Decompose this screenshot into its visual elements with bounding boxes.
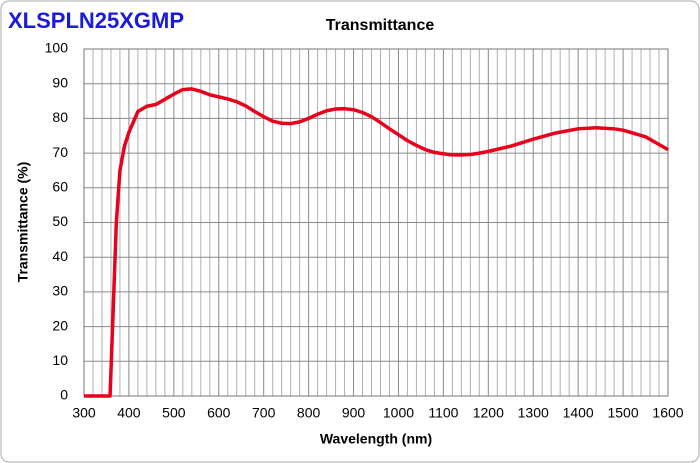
brand-label: XLSPLN25XGMP bbox=[8, 8, 184, 33]
y-tick-label: 100 bbox=[45, 40, 69, 56]
x-tick-label: 900 bbox=[342, 405, 366, 421]
x-tick-label: 1000 bbox=[383, 405, 414, 421]
x-tick-label: 500 bbox=[162, 405, 186, 421]
x-tick-label: 400 bbox=[117, 405, 141, 421]
y-tick-label: 30 bbox=[52, 283, 68, 299]
x-tick-label: 700 bbox=[252, 405, 276, 421]
y-tick-label: 80 bbox=[52, 109, 68, 125]
x-axis-label: Wavelength (nm) bbox=[320, 431, 432, 447]
y-tick-label: 20 bbox=[52, 317, 68, 333]
y-tick-label: 10 bbox=[52, 352, 68, 368]
y-tick-label: 70 bbox=[52, 144, 68, 160]
y-tick-label: 50 bbox=[52, 213, 68, 229]
series-line bbox=[84, 87, 669, 398]
y-tick-label: 0 bbox=[60, 387, 68, 403]
y-tick-label: 40 bbox=[52, 248, 68, 264]
x-tick-label: 600 bbox=[207, 405, 231, 421]
x-tick-label: 1300 bbox=[518, 405, 549, 421]
y-tick-label: 60 bbox=[52, 179, 68, 195]
x-tick-label: 1100 bbox=[428, 405, 458, 421]
x-tick-label: 1600 bbox=[652, 405, 683, 421]
chart-title: Transmittance bbox=[326, 17, 435, 34]
plot-border bbox=[83, 48, 669, 397]
y-axis-label: Transmittance (%) bbox=[15, 162, 31, 283]
x-tick-label: 1400 bbox=[563, 405, 594, 421]
y-tick-label: 90 bbox=[52, 74, 68, 90]
x-tick-label: 800 bbox=[297, 405, 321, 421]
x-tick-label: 1200 bbox=[473, 405, 504, 421]
x-tick-label: 1500 bbox=[607, 405, 638, 421]
x-tick-label: 300 bbox=[72, 405, 96, 421]
